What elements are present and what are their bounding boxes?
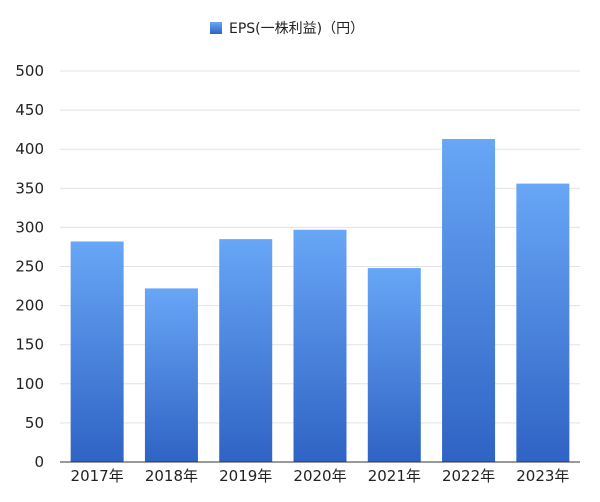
bar-2021年	[367, 268, 421, 462]
x-tick-label: 2021年	[368, 467, 421, 485]
x-tick-label: 2022年	[442, 467, 495, 485]
y-tick-label: 200	[15, 297, 44, 315]
y-tick-label: 400	[15, 140, 44, 158]
x-tick-label: 2018年	[145, 467, 198, 485]
y-tick-label: 300	[15, 218, 44, 236]
bar-2023年	[516, 183, 570, 462]
bar-2022年	[442, 139, 496, 462]
bar-2017年	[70, 241, 124, 462]
y-tick-label: 500	[15, 62, 44, 80]
legend-label: EPS(一株利益)（円）	[229, 21, 364, 37]
bars	[70, 139, 570, 462]
legend: EPS(一株利益)（円）	[210, 21, 364, 37]
y-tick-label: 450	[15, 101, 44, 119]
legend-swatch	[210, 22, 222, 34]
bar-2020年	[293, 229, 347, 462]
x-tick-label: 2019年	[219, 467, 272, 485]
x-axis-ticks: 2017年 2018年 2019年 2020年 2021年 2022年 2023年	[71, 467, 570, 485]
y-tick-label: 50	[25, 414, 44, 432]
y-tick-label: 150	[15, 336, 44, 354]
y-tick-label: 0	[34, 453, 44, 471]
bar-2018年	[144, 288, 198, 462]
x-tick-label: 2017年	[71, 467, 124, 485]
x-tick-label: 2020年	[293, 467, 346, 485]
y-tick-label: 350	[15, 179, 44, 197]
bar-2019年	[219, 239, 273, 462]
x-tick-label: 2023年	[516, 467, 569, 485]
y-axis-ticks: 0 50 100 150 200 250 300 350 400 450 500	[15, 62, 44, 471]
y-tick-label: 100	[15, 375, 44, 393]
y-tick-label: 250	[15, 258, 44, 276]
